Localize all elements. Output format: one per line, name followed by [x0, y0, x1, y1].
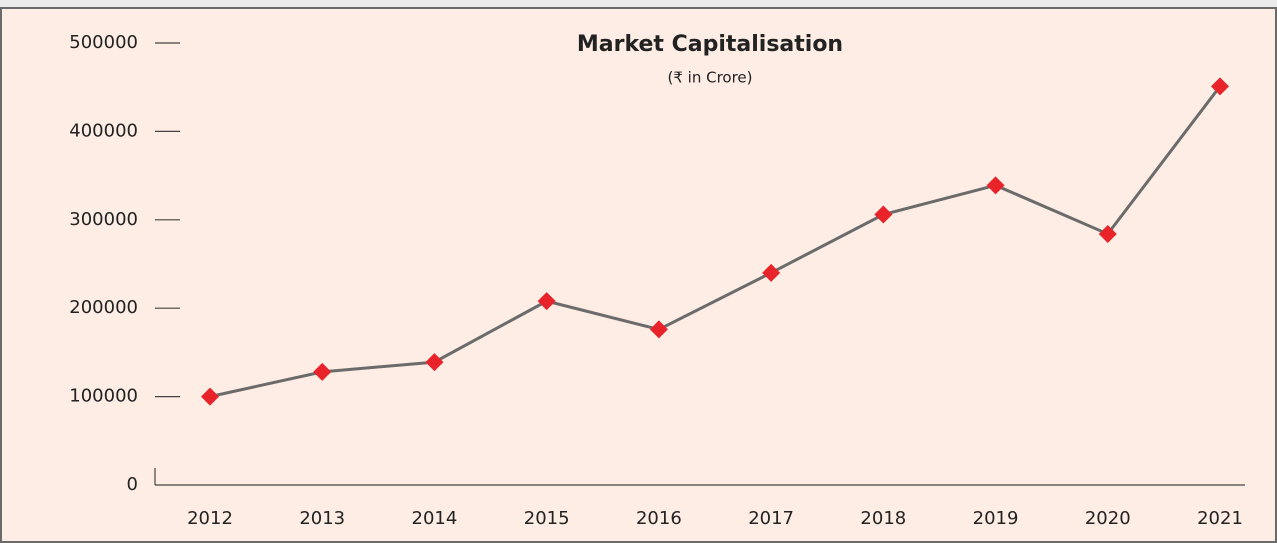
- point-marker: [201, 387, 219, 406]
- x-tick-label: 2019: [973, 508, 1019, 529]
- point-marker: [1211, 77, 1229, 96]
- y-tick-label: 300000: [69, 209, 138, 230]
- y-tick-label: 100000: [69, 386, 138, 407]
- x-tick-label: 2017: [748, 508, 794, 529]
- chart-subtitle: (₹ in Crore): [667, 69, 752, 87]
- chart-frame: [0, 7, 1277, 543]
- x-tick-label: 2013: [299, 508, 345, 529]
- x-tick-label: 2020: [1085, 508, 1131, 529]
- y-tick-label: 0: [127, 474, 138, 495]
- point-marker: [986, 176, 1005, 195]
- x-tick-label: 2016: [636, 508, 682, 529]
- x-tick-label: 2015: [524, 508, 570, 529]
- point-marker: [649, 320, 668, 339]
- y-tick-label: 200000: [69, 297, 138, 318]
- x-tick-label: 2021: [1197, 508, 1243, 529]
- x-tick-label: 2012: [187, 508, 233, 529]
- x-tick-label: 2018: [860, 508, 906, 529]
- point-marker: [762, 263, 781, 282]
- point-marker: [874, 205, 893, 224]
- series-line: [209, 85, 1222, 399]
- point-marker: [425, 353, 444, 372]
- x-tick-label: 2014: [412, 508, 458, 529]
- chart-title: Market Capitalisation: [577, 32, 843, 57]
- y-tick-label: 400000: [69, 120, 138, 141]
- y-tick-label: 500000: [69, 32, 138, 53]
- point-marker: [1098, 224, 1117, 243]
- point-marker: [537, 292, 556, 311]
- point-marker: [313, 362, 332, 381]
